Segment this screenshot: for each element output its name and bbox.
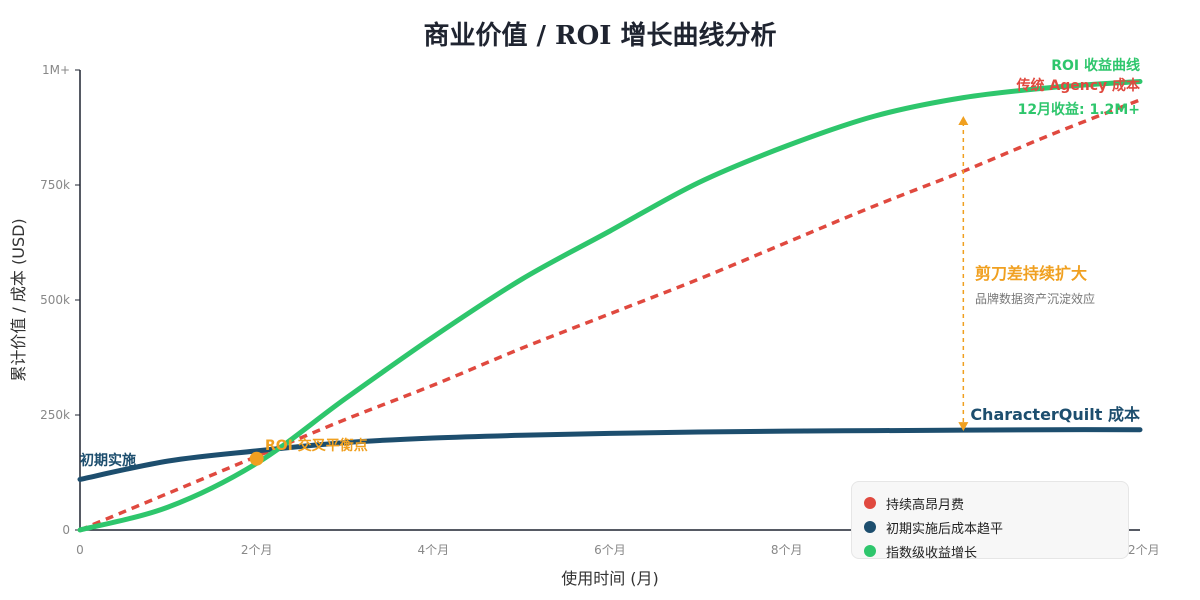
x-tick-label: 0 bbox=[76, 543, 84, 557]
legend: 持续高昂月费 初期实施后成本趋平 指数级收益增长 bbox=[851, 481, 1129, 561]
breakeven-label: ROI 交叉平衡点 bbox=[265, 437, 368, 454]
x-tick-label: 2个月 bbox=[241, 543, 273, 557]
legend-label: 初期实施后成本趋平 bbox=[886, 521, 1004, 537]
gap-arrow-head-down bbox=[958, 422, 969, 432]
legend-swatch-navy bbox=[864, 521, 876, 533]
legend-item-red: 持续高昂月费 bbox=[864, 491, 1128, 515]
x-axis-title: 使用时间 (月) bbox=[561, 569, 659, 588]
x-tick-label: 4个月 bbox=[418, 543, 450, 557]
revenue-value-label: 12月收益: 1.2M+ bbox=[1018, 101, 1140, 118]
x-tick-label: 8个月 bbox=[771, 543, 803, 557]
legend-swatch-red bbox=[864, 497, 876, 509]
revenue-line-label: ROI 收益曲线 bbox=[1051, 57, 1140, 74]
y-tick-label: 250k bbox=[40, 408, 70, 422]
x-tick-label: 6个月 bbox=[594, 543, 626, 557]
y-tick-group: 0 250k 500k 750k 1M+ bbox=[40, 63, 80, 537]
legend-item-green: 指数级收益增长 bbox=[864, 539, 1128, 563]
legend-label: 指数级收益增长 bbox=[886, 545, 978, 561]
legend-swatch-green bbox=[864, 545, 876, 557]
agency-cost-label: 传统 Agency 成本 bbox=[1016, 77, 1141, 94]
y-tick-label: 500k bbox=[40, 293, 70, 307]
cq-cost-label: CharacterQuilt 成本 bbox=[970, 405, 1140, 424]
series-line-agency-cost bbox=[79, 98, 1141, 532]
x-tick-label: 12个月 bbox=[1120, 543, 1159, 557]
legend-label: 持续高昂月费 bbox=[886, 497, 965, 513]
y-tick-label: 750k bbox=[40, 178, 70, 192]
y-tick-label: 0 bbox=[62, 523, 70, 537]
chart-title: 商业价值 / ROI 增长曲线分析 bbox=[423, 20, 776, 51]
gap-title: 剪刀差持续扩大 bbox=[975, 264, 1087, 283]
gap-subtitle: 品牌数据资产沉淀效应 bbox=[975, 291, 1095, 306]
legend-item-navy: 初期实施后成本趋平 bbox=[864, 515, 1128, 539]
y-axis-title: 累计价值 / 成本 (USD) bbox=[9, 218, 28, 381]
initial-impl-label: 初期实施 bbox=[80, 452, 136, 469]
annotation-layer bbox=[249, 116, 969, 466]
x-tick-group: 0 2个月 4个月 6个月 8个月 12个月 bbox=[76, 543, 1159, 557]
gap-arrow-head-up bbox=[958, 116, 969, 125]
breakeven-point bbox=[249, 451, 264, 466]
y-tick-label: 1M+ bbox=[42, 63, 70, 77]
